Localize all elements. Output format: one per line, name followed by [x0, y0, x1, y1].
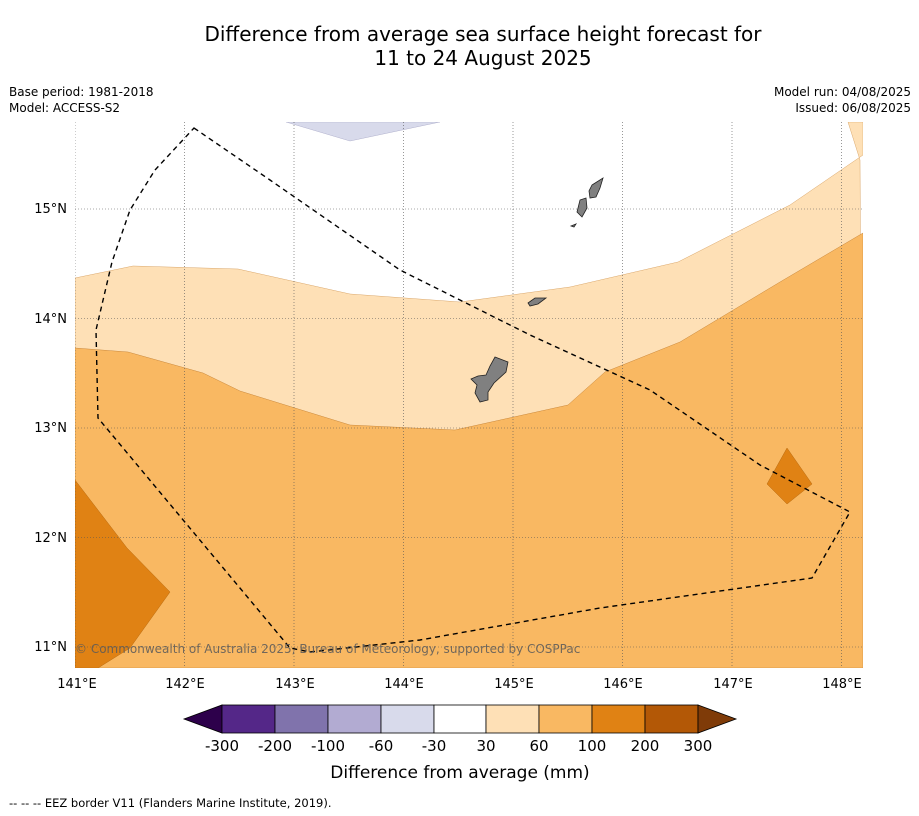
model-label: Model: ACCESS-S2 — [9, 101, 121, 115]
colorbar-label-10: 300 — [684, 737, 713, 755]
colorbar-bin-4 — [380, 704, 435, 734]
longitude-labels: 141°E 142°E 143°E 144°E 145°E 146°E 147°… — [57, 677, 862, 692]
colorbar-extend-high — [697, 704, 738, 734]
issued-label: Issued: 06/08/2025 — [795, 101, 911, 115]
base-period-label: Base period: 1981-2018 — [9, 85, 154, 99]
map-figure: © Commonwealth of Australia 2025, Bureau… — [34, 122, 863, 783]
island-guam — [470, 356, 509, 403]
colorbar-bin-2 — [274, 704, 329, 734]
lat-tick-13n: 13°N — [34, 421, 67, 436]
lat-tick-14n: 14°N — [34, 312, 67, 327]
colorbar-label-2: -200 — [258, 737, 292, 755]
colorbar-label-8: 100 — [578, 737, 607, 755]
lon-tick-142e: 142°E — [165, 677, 205, 692]
lon-tick-147e: 147°E — [713, 677, 753, 692]
colorbar-label-4: -60 — [369, 737, 394, 755]
lat-tick-15n: 15°N — [34, 202, 67, 217]
lat-tick-12n: 12°N — [34, 531, 67, 546]
colorbar-bin-1 — [221, 704, 276, 734]
meta-right: Model run: 04/08/2025 Issued: 06/08/2025 — [774, 84, 911, 116]
colorbar-bin-7 — [538, 704, 593, 734]
lon-tick-141e: 141°E — [57, 677, 97, 692]
title-line-1: Difference from average sea surface heig… — [204, 22, 762, 46]
colorbar-label-6: 30 — [476, 737, 495, 755]
model-run-label: Model run: 04/08/2025 — [773, 85, 911, 99]
gridlines — [75, 122, 863, 668]
contour-60-100 — [75, 232, 863, 668]
colorbar-label-7: 60 — [529, 737, 548, 755]
colorbar-bin-9 — [644, 704, 699, 734]
colorbar-bin-8 — [591, 704, 646, 734]
chart-title: Difference from average sea surface heig… — [0, 22, 919, 70]
colorbar-label-9: 200 — [631, 737, 660, 755]
island-rota — [527, 297, 548, 307]
colorbar-extend-low — [182, 704, 223, 734]
contour-100-200-southwest — [75, 479, 171, 668]
colorbar-label-3: -100 — [311, 737, 345, 755]
map-area: © Commonwealth of Australia 2025, Bureau… — [75, 122, 863, 668]
colorbar-bin-5 — [433, 704, 487, 734]
lon-tick-143e: 143°E — [275, 677, 315, 692]
title-line-2: 11 to 24 August 2025 — [374, 46, 592, 70]
island-tinian — [576, 197, 588, 218]
colorbar-label-5: -30 — [422, 737, 447, 755]
island-saipan — [588, 177, 604, 199]
colorbar-label-1: -300 — [205, 737, 239, 755]
lat-tick-11n: 11°N — [34, 640, 67, 655]
lon-tick-148e: 148°E — [822, 677, 862, 692]
island-aguijan — [569, 223, 578, 228]
latitude-labels: 15°N 14°N 13°N 12°N 11°N — [34, 202, 67, 655]
colorbar-bin-6 — [485, 704, 540, 734]
lon-tick-144e: 144°E — [384, 677, 424, 692]
eez-legend-note: -- -- -- EEZ border V11 (Flanders Marine… — [9, 796, 332, 810]
colorbar — [182, 704, 738, 734]
meta-left: Base period: 1981-2018 Model: ACCESS-S2 — [9, 84, 154, 116]
colorbar-title: Difference from average (mm) — [330, 763, 589, 783]
lon-tick-145e: 145°E — [494, 677, 534, 692]
eez-border-line — [95, 127, 851, 653]
copyright-text: © Commonwealth of Australia 2025, Bureau… — [75, 642, 580, 656]
lon-tick-146e: 146°E — [603, 677, 643, 692]
colorbar-labels: -300 -200 -100 -60 -30 30 60 100 200 300 — [205, 737, 712, 755]
colorbar-bin-3 — [327, 704, 382, 734]
contour-negative-top — [285, 122, 441, 142]
